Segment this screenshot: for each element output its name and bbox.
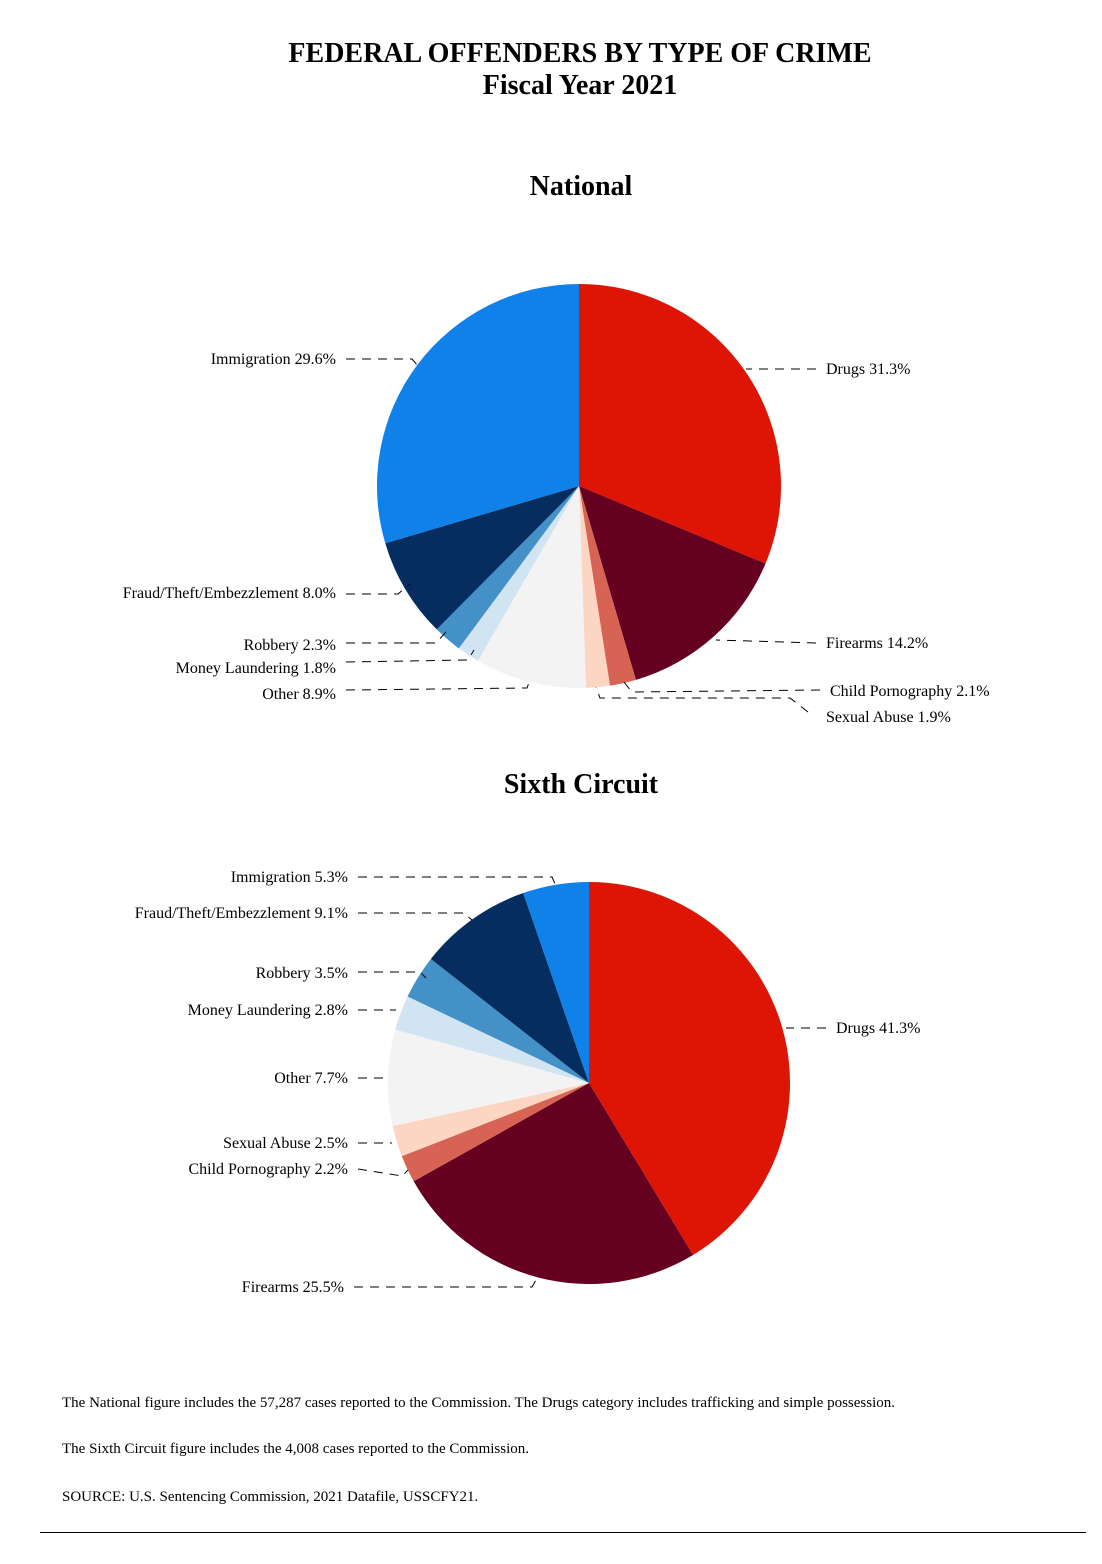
slice-fraud-theft-embezzlement xyxy=(385,486,579,630)
leader-line-robbery xyxy=(358,971,427,979)
slice-label-fraud-theft-embezzlement: Fraud/Theft/Embezzlement 8.0% xyxy=(123,585,336,602)
slice-money-laundering xyxy=(395,996,589,1083)
slice-firearms xyxy=(413,1083,694,1284)
slice-sexual-abuse xyxy=(579,486,610,688)
chart-title-sixth-circuit: Sixth Circuit xyxy=(504,769,659,800)
leader-line-fraud-theft-embezzlement xyxy=(358,912,473,921)
leader-line-child-pornography xyxy=(357,1168,409,1177)
slice-label-fraud-theft-embezzlement: Fraud/Theft/Embezzlement 9.1% xyxy=(135,905,348,922)
slice-label-money-laundering: Money Laundering 2.8% xyxy=(188,1002,348,1019)
slice-label-robbery: Robbery 2.3% xyxy=(244,637,336,654)
slice-label-firearms: Firearms 14.2% xyxy=(826,635,928,652)
leader-line-immigration xyxy=(346,358,419,367)
slice-robbery xyxy=(407,958,589,1083)
slice-sexual-abuse xyxy=(392,1083,589,1157)
slice-drugs xyxy=(579,284,781,564)
slice-label-drugs: Drugs 31.3% xyxy=(826,361,910,378)
leader-line-robbery xyxy=(346,631,447,644)
slice-label-sexual-abuse: Sexual Abuse 2.5% xyxy=(223,1135,348,1152)
page-title: FEDERAL OFFENDERS BY TYPE OF CRIME xyxy=(288,38,872,69)
pie-national: Drugs 31.3% Firearms 14.2% Child Pornograp… xyxy=(123,284,990,726)
slice-label-immigration: Immigration 5.3% xyxy=(231,869,348,886)
slice-label-immigration: Immigration 29.6% xyxy=(211,351,336,368)
leader-line-fraud-theft-embezzlement xyxy=(346,583,411,595)
chart-title-national: National xyxy=(530,171,633,202)
note-national: The National figure includes the 57,287 … xyxy=(62,1395,896,1411)
slice-label-child-pornography: Child Pornography 2.2% xyxy=(188,1161,348,1178)
slice-drugs xyxy=(589,882,791,1255)
slice-other xyxy=(388,1029,589,1126)
slice-other xyxy=(477,486,586,688)
slice-money-laundering xyxy=(458,486,579,661)
slice-firearms xyxy=(579,486,766,680)
charts-canvas: National Drugs 31.3% Firearms 14.2% Child … xyxy=(123,171,990,1296)
slice-robbery xyxy=(436,486,579,649)
slice-label-firearms: Firearms 25.5% xyxy=(242,1279,344,1296)
leader-line-firearms xyxy=(715,639,817,644)
slice-label-child-pornography: Child Pornography 2.1% xyxy=(830,683,990,700)
slice-child-pornography xyxy=(401,1083,589,1182)
slice-fraud-theft-embezzlement xyxy=(430,893,589,1083)
leader-line-immigration xyxy=(358,876,557,887)
note-source: SOURCE: U.S. Sentencing Commission, 2021… xyxy=(62,1489,479,1505)
slice-label-sexual-abuse: Sexual Abuse 1.9% xyxy=(826,709,951,726)
slice-immigration xyxy=(523,882,589,1083)
slice-label-other: Other 7.7% xyxy=(274,1070,348,1087)
slice-label-other: Other 8.9% xyxy=(262,686,336,703)
slice-label-money-laundering: Money Laundering 1.8% xyxy=(176,660,336,677)
slice-immigration xyxy=(376,284,579,544)
slice-child-pornography xyxy=(579,486,636,686)
leader-line-sexual-abuse xyxy=(595,686,809,713)
bottom-rule xyxy=(40,1532,1086,1533)
leader-line-child-pornography xyxy=(623,681,821,693)
note-sixth-circuit: The Sixth Circuit figure includes the 4,… xyxy=(62,1441,529,1457)
slice-label-robbery: Robbery 3.5% xyxy=(256,965,348,982)
leader-line-firearms xyxy=(354,1279,537,1288)
leader-line-other xyxy=(345,679,531,691)
leader-line-money-laundering xyxy=(345,649,475,663)
page-subtitle: Fiscal Year 2021 xyxy=(482,70,678,101)
pie-sixth-circuit: Drugs 41.3% Firearms 25.5% Child Pornograp… xyxy=(135,869,921,1296)
slice-label-drugs: Drugs 41.3% xyxy=(836,1020,920,1037)
